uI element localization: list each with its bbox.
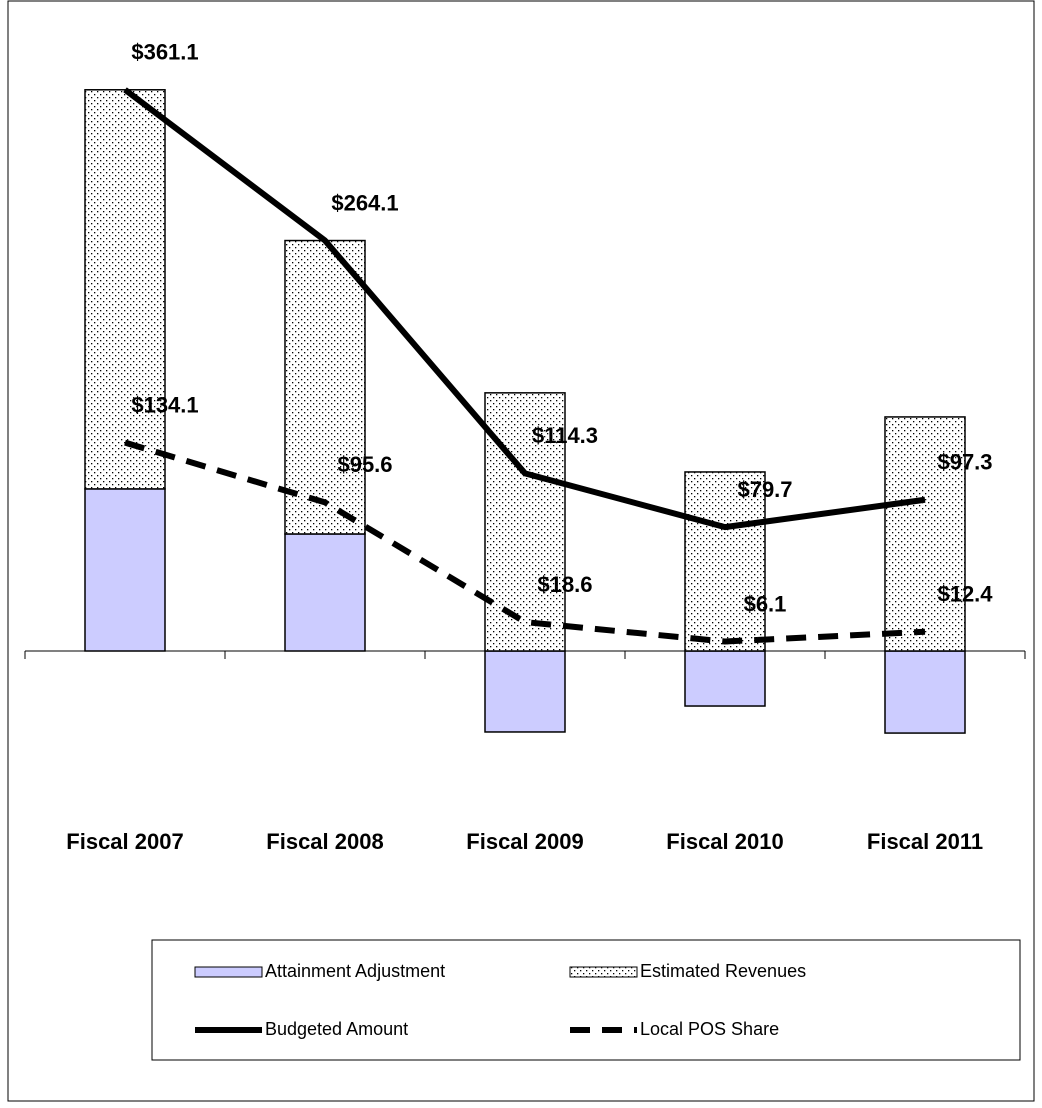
- x-tick-label: Fiscal 2010: [666, 829, 783, 854]
- data-label: $114.3: [532, 423, 598, 448]
- legend-label: Estimated Revenues: [640, 961, 806, 981]
- data-label: $97.3: [937, 450, 992, 475]
- bar: [884, 416, 966, 652]
- legend-swatch: [194, 966, 263, 978]
- legend-label: Budgeted Amount: [265, 1019, 408, 1039]
- bar: [884, 650, 966, 734]
- data-label: $264.1: [331, 190, 398, 215]
- data-label: $18.6: [537, 572, 592, 597]
- bar: [684, 471, 766, 652]
- bar: [84, 89, 166, 490]
- data-label: $6.1: [744, 591, 787, 616]
- bar: [284, 533, 366, 652]
- x-tick-label: Fiscal 2011: [867, 829, 983, 854]
- bar: [284, 239, 366, 535]
- legend-label: Attainment Adjustment: [265, 961, 445, 981]
- data-label: $134.1: [131, 392, 198, 417]
- legend-swatch: [569, 966, 638, 978]
- chart-border: [7, 0, 1035, 1102]
- data-label: $12.4: [937, 582, 993, 607]
- legend-box: [151, 939, 1021, 1061]
- line-series: [123, 87, 926, 531]
- data-label: $79.7: [737, 477, 792, 502]
- legend-label: Local POS Share: [640, 1019, 779, 1039]
- line-series: [124, 439, 926, 645]
- bar: [684, 650, 766, 707]
- x-tick-label: Fiscal 2007: [66, 829, 183, 854]
- x-tick-label: Fiscal 2009: [466, 829, 583, 854]
- x-tick-label: Fiscal 2008: [266, 829, 383, 854]
- bar: [84, 488, 166, 652]
- data-label: $361.1: [131, 40, 198, 65]
- data-label: $95.6: [337, 452, 392, 477]
- bar: [484, 650, 566, 733]
